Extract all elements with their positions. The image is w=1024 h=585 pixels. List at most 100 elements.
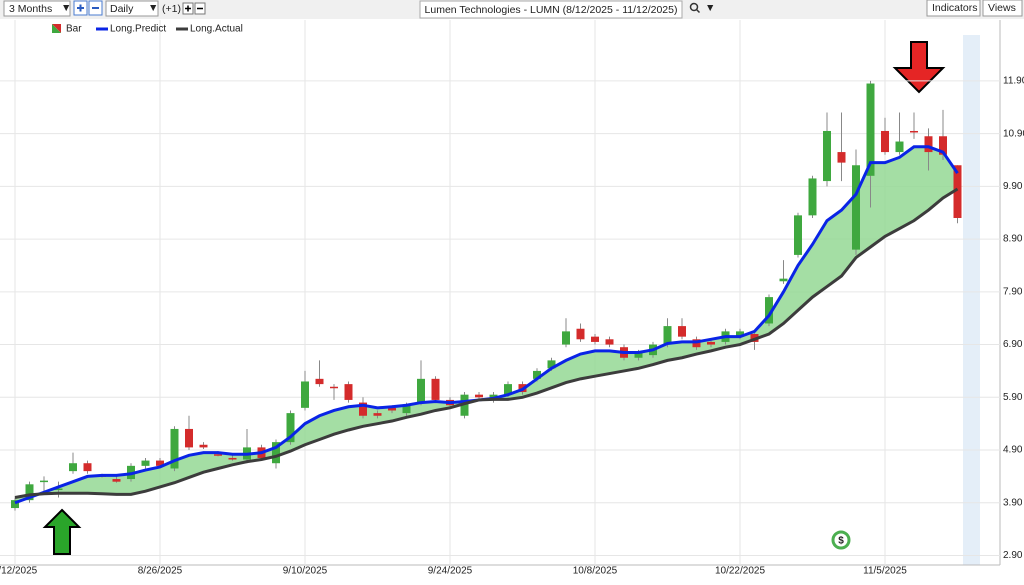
candle-body	[11, 500, 19, 509]
candle-body	[272, 442, 280, 464]
candle-body	[156, 460, 164, 466]
zoom-icons	[77, 4, 99, 12]
arrows: $	[42, 41, 946, 555]
y-tick-label: 2.90	[1003, 550, 1023, 561]
candle-body	[460, 394, 469, 416]
legend-label: Long.Predict	[110, 24, 166, 35]
candle-body	[634, 352, 643, 358]
candle-body	[228, 457, 237, 460]
candle-body	[605, 339, 614, 345]
y-tick-label: 8.90	[1003, 234, 1023, 245]
candle-body	[562, 331, 570, 345]
candle-body	[504, 384, 512, 395]
candle-body	[359, 402, 367, 416]
candle-body	[765, 297, 773, 324]
candle-body	[344, 384, 353, 400]
x-tick-label: 10/8/2025	[573, 566, 618, 577]
candle-body	[895, 141, 904, 153]
candle-body	[286, 413, 295, 443]
sell-arrow	[892, 41, 946, 94]
y-tick-label: 6.90	[1003, 339, 1023, 350]
legend-label: Long.Actual	[190, 24, 243, 35]
range-select[interactable]	[3, 0, 71, 17]
x-tick-label: 8/26/2025	[138, 566, 183, 577]
plot: 2.90 3.90 4.90 5.90 6.90 7.90 8.90 9.90 10.90 11.…	[0, 20, 1024, 577]
offset-label: (+1)	[162, 3, 181, 15]
legend-swatch	[52, 24, 61, 33]
candle-body	[301, 381, 309, 408]
candle-body	[852, 165, 860, 250]
search-icon[interactable]	[689, 2, 699, 12]
candle-body	[141, 460, 150, 466]
candle-body	[475, 394, 483, 398]
y-tick-label: 4.90	[1003, 445, 1023, 456]
interval-label: Daily	[110, 3, 134, 15]
projection-zone	[963, 35, 980, 565]
x-tick-label: 10/22/2025	[715, 566, 765, 577]
candle-body	[939, 136, 947, 155]
dividend-symbol: $	[838, 536, 844, 547]
candle-body	[910, 130, 918, 133]
candle-body	[185, 428, 193, 448]
search-icon-handle	[695, 8, 701, 14]
buy-arrow	[42, 508, 82, 555]
legend: Bar Long.Predict Long.Actual	[52, 24, 243, 35]
symbol-title: Lumen Technologies - LUMN (8/12/2025 - 1…	[425, 4, 678, 16]
candle-body	[54, 488, 63, 491]
candle-body	[83, 463, 92, 472]
candle-body	[736, 331, 744, 337]
candle-body	[547, 360, 556, 369]
candle-body	[707, 341, 715, 345]
line-series	[14, 187, 959, 499]
legend-label: Bar	[66, 24, 82, 35]
y-tick-label: 11.90	[1003, 76, 1024, 87]
candle-body	[25, 484, 34, 501]
candle-body	[866, 83, 875, 176]
dropdown-arrow: ▼	[61, 2, 71, 14]
candle-body	[953, 165, 962, 218]
candle-body	[69, 463, 77, 472]
candle-body	[591, 336, 599, 342]
dividend-marker[interactable]	[831, 530, 851, 550]
views-button[interactable]	[982, 0, 1023, 17]
offset-icons	[185, 5, 203, 12]
range-label: 3 Months	[9, 3, 52, 15]
candle-body	[924, 136, 933, 153]
candle-body	[330, 386, 338, 389]
y-tick-label: 9.90	[1003, 181, 1023, 192]
candle-body	[533, 370, 541, 379]
x-tick-label: 8/12/2025	[0, 566, 38, 577]
candle-body	[663, 326, 672, 345]
x-tick-label: 9/10/2025	[283, 566, 328, 577]
x-tick-label: 9/24/2025	[428, 566, 473, 577]
candle-body	[576, 328, 585, 340]
candle-body	[373, 413, 382, 416]
candle-body	[170, 428, 179, 469]
y-tick-label: 10.90	[1003, 128, 1024, 139]
candle-body	[678, 326, 686, 337]
candle-body	[199, 444, 208, 448]
indicators-button[interactable]	[926, 0, 981, 17]
candle-body	[315, 378, 324, 385]
views-label: Views	[988, 2, 1016, 14]
candle-body	[40, 480, 48, 483]
symbol-box[interactable]	[419, 0, 683, 19]
candle-body	[112, 479, 121, 482]
candle-body	[388, 407, 396, 411]
y-tick-label: 7.90	[1003, 286, 1023, 297]
candle-body	[417, 378, 425, 403]
y-tick-label: 5.90	[1003, 392, 1023, 403]
interval-select[interactable]	[105, 0, 159, 17]
candle-body	[823, 130, 831, 182]
y-tick-label: 3.90	[1003, 497, 1023, 508]
dropdown-arrow: ▼	[148, 2, 158, 14]
candle-body	[402, 405, 411, 414]
x-tick-label: 11/5/2025	[863, 566, 907, 577]
toolbar-controls: 3 Months ▼ Daily ▼ (+1) Lumen Technologi…	[3, 0, 1023, 19]
candle-body	[214, 454, 222, 456]
candle-body	[779, 278, 788, 282]
candle-body	[808, 178, 817, 216]
dropdown-arrow: ▼	[705, 2, 715, 14]
